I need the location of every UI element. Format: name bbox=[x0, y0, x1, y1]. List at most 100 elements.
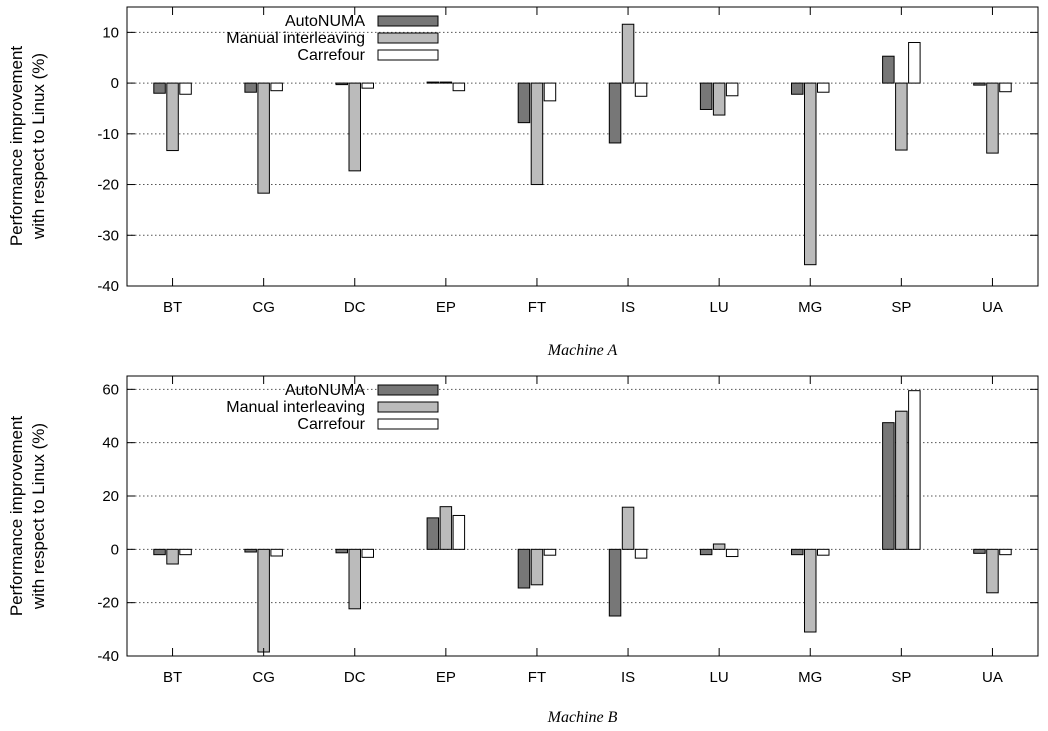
x-tick-label: EP bbox=[436, 669, 456, 686]
bar-is-1 bbox=[608, 548, 622, 617]
legend-label: AutoNUMA bbox=[285, 382, 365, 399]
y-tick-label: 60 bbox=[102, 381, 119, 398]
x-tick-label: IS bbox=[621, 299, 635, 316]
bar-bt-1 bbox=[153, 82, 166, 94]
bar-ep-1 bbox=[426, 517, 440, 550]
chart-2: -40 -20 0 20 40 60 BT CG DC EP FT IS LU MG SP UA Perform… bbox=[7, 375, 1039, 726]
y-tick-label: 40 bbox=[102, 435, 119, 452]
bar-ft-1 bbox=[517, 548, 531, 589]
bar-ft-3 bbox=[543, 82, 557, 102]
x-tick-label: EP bbox=[436, 299, 456, 316]
bar-is-2 bbox=[621, 23, 635, 84]
bar-bt-2 bbox=[166, 82, 179, 152]
bar-cg-2 bbox=[257, 82, 270, 194]
legend-swatch bbox=[377, 384, 439, 396]
x-tick-label: UA bbox=[982, 669, 1003, 686]
legend-swatch bbox=[377, 49, 439, 61]
bar-dc-1 bbox=[335, 82, 348, 86]
bar-dc-2 bbox=[348, 548, 361, 610]
bar-lu-2 bbox=[712, 82, 726, 116]
bar-lu-3 bbox=[725, 548, 739, 558]
plot-frame bbox=[126, 375, 1039, 657]
y-tick-label: -40 bbox=[97, 648, 119, 665]
bar-mg-3 bbox=[817, 548, 830, 556]
bar-dc-1 bbox=[335, 548, 348, 554]
y-axis-label: with respect to Linux (%) bbox=[29, 423, 48, 610]
bar-mg-1 bbox=[791, 548, 804, 556]
bar-cg-3 bbox=[270, 548, 283, 557]
bar-is-2 bbox=[621, 506, 635, 550]
bar-dc-3 bbox=[361, 82, 374, 89]
y-tick-label: 0 bbox=[111, 541, 119, 558]
plot-frame bbox=[126, 6, 1039, 287]
x-tick-label: FT bbox=[528, 669, 546, 686]
legend-label: Manual interleaving bbox=[226, 30, 365, 47]
bar-sp-3 bbox=[908, 42, 921, 84]
chart-caption: Machine B bbox=[547, 709, 618, 726]
bar-mg-2 bbox=[804, 548, 817, 633]
bar-lu-2 bbox=[712, 543, 726, 550]
y-tick-label: -10 bbox=[97, 126, 119, 143]
y-tick-label: -20 bbox=[97, 595, 119, 612]
bar-ua-2 bbox=[986, 82, 999, 154]
y-tick-label: 0 bbox=[111, 75, 119, 92]
y-tick-label: 10 bbox=[102, 24, 119, 41]
bar-ua-1 bbox=[973, 548, 986, 554]
bar-ft-2 bbox=[530, 82, 544, 186]
legend-swatch bbox=[377, 418, 439, 430]
legend-swatch bbox=[377, 401, 439, 413]
bar-sp-1 bbox=[882, 55, 895, 84]
bar-ep-2 bbox=[439, 506, 453, 550]
x-tick-label: CG bbox=[252, 669, 275, 686]
x-tick-label: LU bbox=[710, 299, 729, 316]
legend-label: Carrefour bbox=[297, 47, 365, 64]
chart-caption: Machine A bbox=[547, 342, 618, 359]
bar-mg-1 bbox=[791, 82, 804, 95]
bar-lu-1 bbox=[699, 548, 713, 556]
legend-label: Carrefour bbox=[297, 416, 365, 433]
bar-lu-3 bbox=[725, 82, 739, 97]
chart-1: -40 -30 -20 -10 0 10 BT CG DC EP FT IS LU MG SP UA Perfo… bbox=[7, 6, 1039, 359]
legend-swatch bbox=[377, 15, 439, 27]
legend-label: Manual interleaving bbox=[226, 399, 365, 416]
bar-ua-3 bbox=[999, 548, 1012, 556]
y-axis-label: Performance improvement bbox=[7, 416, 26, 617]
bar-sp-2 bbox=[895, 82, 908, 151]
bar-mg-3 bbox=[817, 82, 830, 93]
y-tick-label: -20 bbox=[97, 177, 119, 194]
x-tick-label: MG bbox=[798, 299, 822, 316]
bar-sp-2 bbox=[895, 410, 908, 550]
bar-ua-3 bbox=[999, 82, 1012, 93]
bar-is-3 bbox=[634, 548, 648, 559]
legend-swatch bbox=[377, 32, 439, 44]
y-axis-label: Performance improvement bbox=[7, 46, 26, 247]
x-tick-label: BT bbox=[163, 669, 182, 686]
x-tick-label: DC bbox=[344, 299, 366, 316]
bar-dc-3 bbox=[361, 548, 374, 558]
bar-is-3 bbox=[634, 82, 648, 97]
bar-ua-2 bbox=[986, 548, 999, 594]
bar-cg-3 bbox=[270, 82, 283, 92]
bar-ep-1 bbox=[426, 81, 440, 84]
bar-cg-1 bbox=[244, 548, 257, 553]
legend-label: AutoNUMA bbox=[285, 13, 365, 30]
bar-bt-2 bbox=[166, 548, 179, 565]
bar-ft-3 bbox=[543, 548, 557, 556]
bar-ep-3 bbox=[452, 514, 466, 550]
bar-mg-2 bbox=[804, 82, 817, 266]
x-tick-label: DC bbox=[344, 669, 366, 686]
y-tick-label: -30 bbox=[97, 227, 119, 244]
x-tick-label: FT bbox=[528, 299, 546, 316]
bar-ep-3 bbox=[452, 82, 466, 92]
bar-sp-3 bbox=[908, 390, 921, 550]
y-axis-label: with respect to Linux (%) bbox=[29, 53, 48, 240]
y-tick-label: 20 bbox=[102, 488, 119, 505]
bar-bt-3 bbox=[179, 548, 192, 556]
x-tick-label: SP bbox=[891, 299, 911, 316]
x-tick-label: MG bbox=[798, 669, 822, 686]
x-tick-label: UA bbox=[982, 299, 1003, 316]
bar-ua-1 bbox=[973, 82, 986, 86]
x-tick-label: LU bbox=[710, 669, 729, 686]
